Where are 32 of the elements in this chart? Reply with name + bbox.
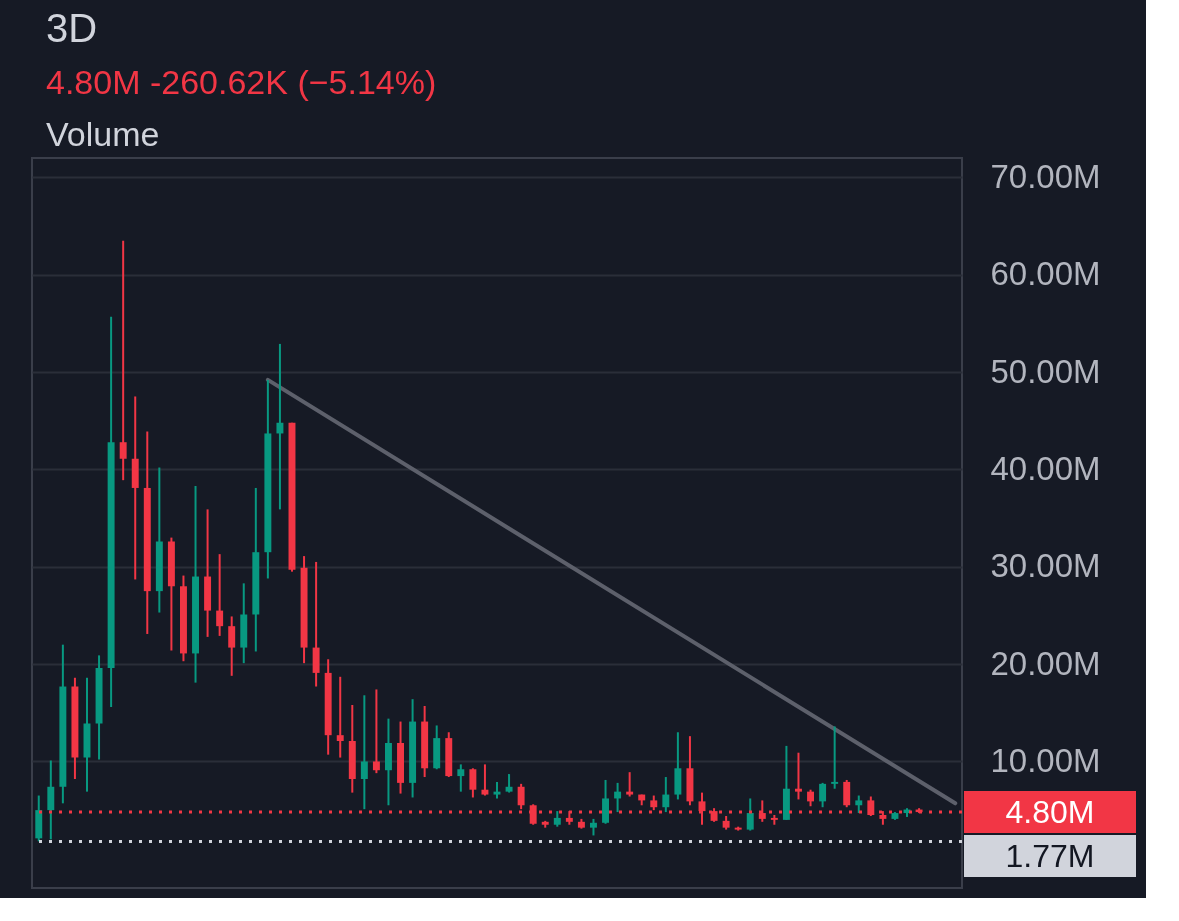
candlestick — [372, 688, 380, 775]
text: Volume — [46, 115, 160, 153]
y-tick-label: 20.00M — [990, 644, 1101, 682]
candlestick — [228, 615, 236, 677]
candlestick — [831, 725, 839, 790]
y-tick-label: 30.00M — [990, 547, 1101, 585]
candlestick — [119, 239, 127, 482]
candlestick — [469, 767, 477, 799]
y-tick-label: 50.00M — [990, 352, 1101, 390]
candlestick — [795, 751, 802, 801]
candlestick — [819, 781, 827, 809]
candlestick — [843, 778, 851, 809]
candlestick — [360, 694, 368, 811]
candlestick — [746, 797, 754, 832]
candlestick — [481, 763, 489, 797]
candlestick — [276, 342, 284, 511]
candlestick — [47, 759, 55, 841]
candlestick — [336, 675, 344, 759]
candlestick — [216, 553, 224, 637]
ref-line-label: 1.77M — [1005, 838, 1095, 875]
ref-line-label: 4.80M — [1005, 794, 1095, 831]
candlestick — [626, 771, 634, 798]
y-tick-label: 40.00M — [990, 449, 1101, 487]
chart-title: 3D — [46, 6, 98, 50]
candlestick — [517, 782, 525, 811]
candlestick — [457, 763, 465, 793]
y-tick-label: 10.00M — [990, 741, 1101, 779]
candlestick — [662, 776, 670, 814]
candlestick — [505, 773, 513, 794]
y-tick-label: 60.00M — [990, 255, 1101, 293]
y-tick-label: 70.00M — [990, 157, 1101, 195]
text: 4.80M -260.62K (−5.14%) — [46, 63, 437, 101]
